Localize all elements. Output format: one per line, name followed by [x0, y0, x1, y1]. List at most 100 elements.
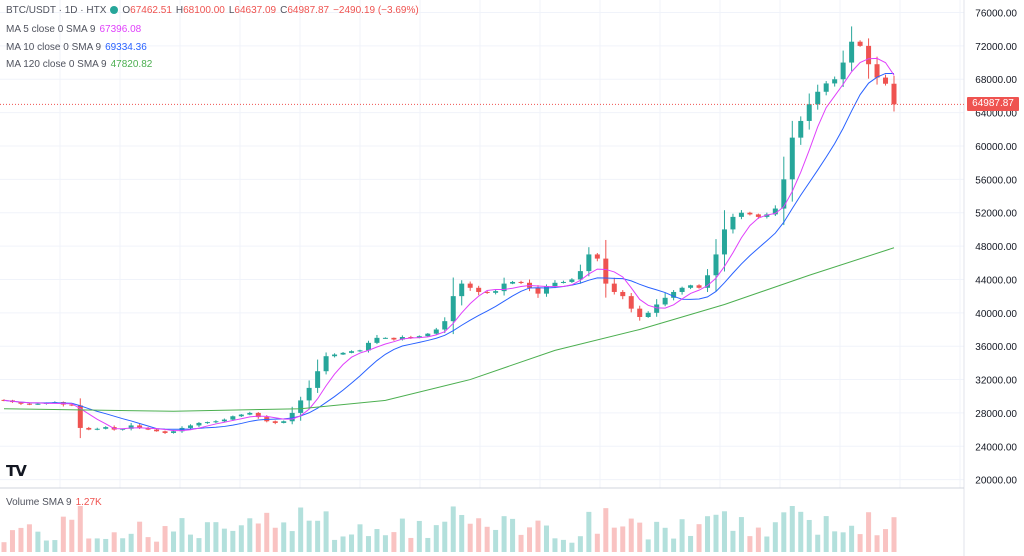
volume-bar — [247, 518, 253, 552]
symbol-legend: BTC/USDT · 1D · HTX O67462.51 H68100.00 L64… — [6, 5, 423, 17]
candle-body — [815, 91, 821, 105]
ma120-label: MA 120 close 0 SMA 9 — [6, 59, 107, 70]
volume-bar — [69, 519, 75, 552]
y-tick-label: 68000.00 — [975, 75, 1017, 86]
volume-bar — [323, 511, 329, 552]
candle-body — [628, 296, 634, 309]
volume-bar — [272, 527, 278, 552]
candle-body — [289, 412, 295, 422]
ma5-legend[interactable]: MA 5 close 0 SMA 9 67396.08 — [6, 24, 145, 36]
volume-bar — [94, 538, 100, 552]
volume-bar — [552, 538, 558, 552]
candle-body — [374, 337, 380, 343]
volume-bar — [840, 532, 846, 552]
candle-body — [603, 258, 609, 284]
open-label: O — [122, 5, 131, 16]
volume-bar — [450, 506, 456, 552]
candle-body — [128, 425, 134, 429]
candle-body — [823, 83, 829, 92]
volume-bar — [662, 527, 668, 552]
y-tick-label: 56000.00 — [975, 175, 1017, 186]
candle-body — [679, 287, 685, 292]
candle-body — [18, 402, 24, 404]
candle-body — [94, 428, 100, 430]
volume-bar — [798, 511, 804, 552]
volume-bar — [9, 530, 15, 552]
volume-bar — [594, 533, 600, 552]
volume-bar — [171, 531, 177, 552]
volume-legend[interactable]: Volume SMA 9 1.27K — [6, 497, 106, 509]
candle-body — [798, 120, 804, 138]
volume-bar — [399, 518, 405, 552]
candle-body — [620, 291, 626, 297]
volume-bar — [510, 518, 516, 552]
volume-bar — [103, 538, 109, 552]
volume-bar — [187, 534, 193, 552]
volume-bar — [221, 528, 227, 552]
volume-bar — [204, 522, 210, 552]
volume-bar — [730, 530, 736, 552]
volume-bar — [60, 516, 66, 552]
volume-bar — [628, 518, 634, 552]
ma120-line — [3, 247, 895, 412]
y-tick-label: 52000.00 — [975, 209, 1017, 220]
candle-body — [35, 403, 41, 405]
candle-body — [891, 83, 897, 105]
candle-body — [806, 104, 812, 121]
candle-body — [357, 350, 363, 352]
volume-bar — [77, 506, 83, 552]
candle-body — [688, 285, 694, 288]
volume-bar — [569, 542, 575, 552]
volume-bar — [196, 538, 202, 552]
candle-body — [86, 427, 92, 430]
y-tick-label: 24000.00 — [975, 442, 1017, 453]
volume-bar — [535, 520, 541, 552]
candle-body — [755, 214, 761, 217]
volume-bar — [806, 519, 812, 552]
volume-bar — [527, 527, 533, 552]
candle-body — [840, 62, 846, 80]
volume-bar — [577, 536, 583, 552]
candle-body — [187, 425, 193, 428]
candle-body — [874, 64, 880, 78]
candle-body — [611, 283, 617, 292]
volume-bar — [391, 532, 397, 552]
volume-bar — [467, 523, 473, 552]
last-price-tag: 64987.87 — [967, 97, 1019, 112]
volume-bar — [238, 525, 244, 552]
candle-body — [713, 254, 719, 276]
candle-body — [866, 45, 872, 65]
volume-bar — [289, 531, 295, 552]
tradingview-logo: TV — [6, 462, 27, 480]
volume-bar — [476, 518, 482, 552]
ma10-line — [3, 72, 895, 430]
candle-body — [594, 254, 600, 259]
candle-body — [340, 352, 346, 355]
candle-body — [671, 291, 677, 298]
candle-body — [705, 275, 711, 288]
ma10-legend[interactable]: MA 10 close 0 SMA 9 69334.36 — [6, 42, 151, 54]
candle-body — [162, 431, 168, 433]
candle-body — [137, 425, 143, 428]
symbol-title[interactable]: BTC/USDT · 1D · HTX — [6, 5, 107, 16]
volume-bar — [815, 534, 821, 552]
candle-body — [408, 337, 414, 339]
volume-bar — [705, 516, 711, 552]
candle-body — [501, 283, 507, 292]
volume-bar — [696, 524, 702, 552]
candle-body — [365, 342, 371, 351]
candle-body — [315, 371, 321, 388]
volume-bar — [620, 526, 626, 552]
ma120-legend[interactable]: MA 120 close 0 SMA 9 47820.82 — [6, 59, 156, 71]
volume-bar — [145, 537, 151, 552]
candle-body — [789, 137, 795, 180]
candle-body — [510, 281, 516, 284]
candle-body — [535, 287, 541, 294]
candle-body — [323, 356, 329, 372]
candle-body — [213, 421, 219, 423]
candle-body — [883, 77, 889, 84]
volume-bar — [518, 534, 524, 552]
volume-bar — [86, 538, 92, 552]
candle-body — [349, 351, 355, 353]
